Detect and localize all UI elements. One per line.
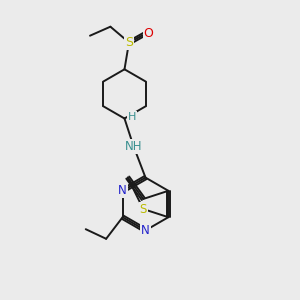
Text: NH: NH: [125, 140, 142, 153]
Text: O: O: [144, 27, 153, 40]
Text: S: S: [125, 36, 133, 49]
Text: N: N: [118, 184, 127, 197]
Text: S: S: [140, 202, 147, 215]
Text: N: N: [141, 224, 150, 237]
Text: H: H: [128, 112, 136, 122]
